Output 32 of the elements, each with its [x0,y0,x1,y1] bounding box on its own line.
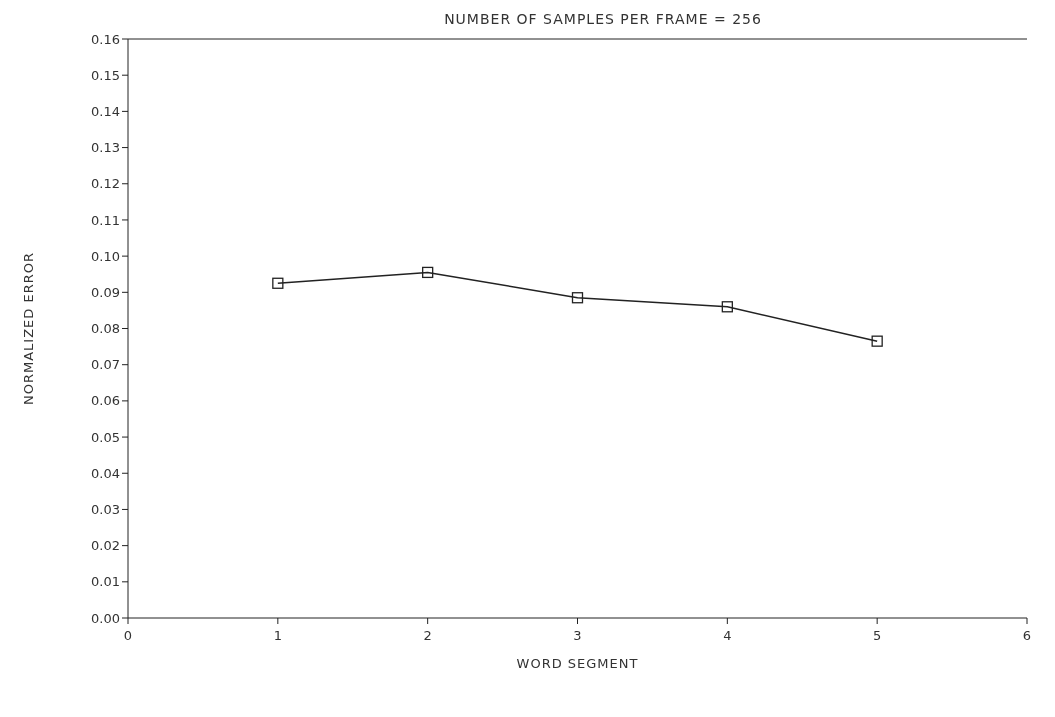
y-tick-label: 0.12 [91,176,120,192]
y-tick-label: 0.04 [91,465,120,481]
y-tick-label: 0.14 [91,103,120,119]
point [721,301,733,313]
y-tick-label: 0.15 [91,67,120,83]
y-tick-label: 0.11 [91,212,120,228]
y-tick-label: 0.10 [91,248,120,264]
y-tick-label: 0.07 [91,357,120,373]
x-tick-label: 1 [273,628,282,643]
chart-title: NUMBER OF SAMPLES PER FRAME = 256 [444,11,762,27]
y-axis-title: NORMALIZED ERROR [20,252,36,405]
x-tick-label: 3 [573,628,582,643]
y-tick-label: 0.02 [91,538,120,554]
x-tick-label: 5 [873,628,882,643]
y-tick-label: 0.13 [91,140,120,156]
y-tick-label: 0.01 [91,574,120,590]
point [272,277,284,289]
x-axis-title: WORD SEGMENT [516,656,639,671]
point [871,335,883,347]
y-tick-label: 0.00 [91,610,120,626]
x-tick-label: 2 [423,628,432,643]
y-tick-label: 0.16 [91,31,120,47]
y-tick-label: 0.09 [91,284,120,300]
point [571,292,584,304]
y-tick-label: 0.06 [91,393,120,409]
y-tick-label: 0.08 [91,321,120,337]
y-tick-label: 0.05 [91,429,120,445]
x-tick-label: 4 [723,628,732,643]
y-tick-label: 0.03 [91,502,120,518]
point [422,266,434,279]
x-tick-label: 6 [1022,628,1032,643]
x-tick-label: 0 [123,628,133,643]
